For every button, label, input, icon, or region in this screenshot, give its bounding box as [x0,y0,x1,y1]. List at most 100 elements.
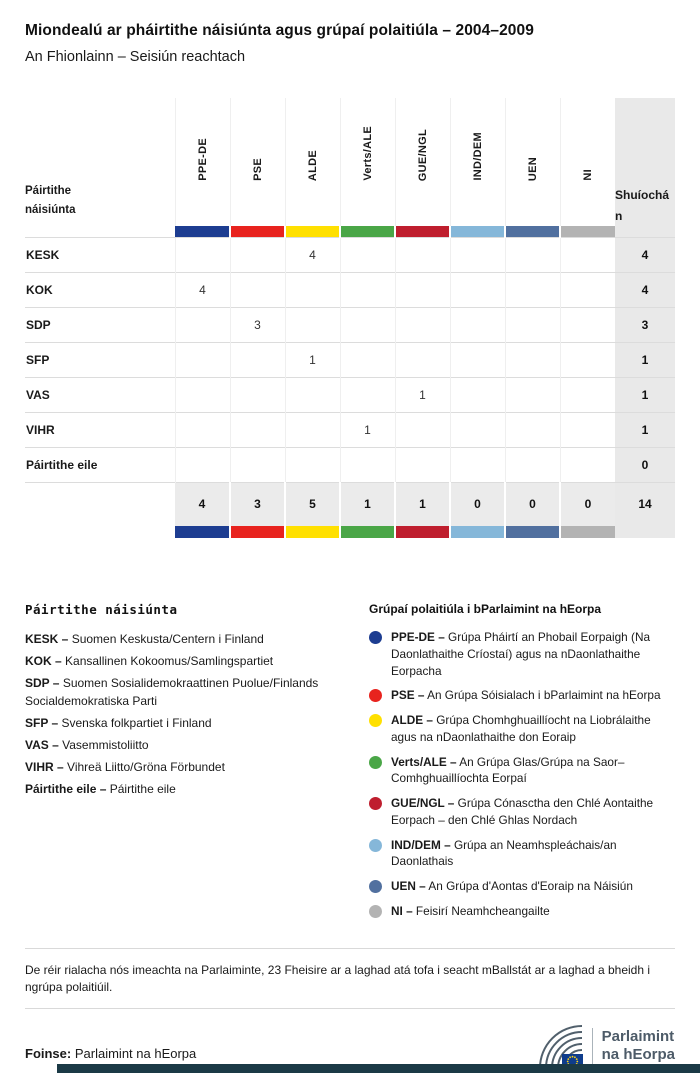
value-cell [284,446,340,482]
column-header-pse: PSE [229,98,285,226]
group-color-bar [284,226,340,237]
column-header-alde: ALDE [284,98,340,226]
source-line: Foinse: Parlaimint na hEorpa [25,1046,196,1071]
group-legend-item: Verts/ALE – An Grúpa Glas/Grúpa na Saor–… [369,754,675,788]
party-name: Páirtithe eile [109,782,176,796]
party-name-cell: KOK [25,271,175,307]
group-legend-item: UEN – An Grúpa d'Aontas d'Eoraip na Náis… [369,878,675,895]
group-name: Grúpa Chomhghuaillíocht na Liobrálaithe … [391,713,651,744]
seats-value-cell: 1 [615,341,675,377]
group-color-bar [339,526,395,538]
seats-value-cell: 0 [615,446,675,482]
column-header-ppe-de: PPE-DE [174,98,230,226]
group-color-bar [175,226,230,237]
value-cell: 1 [284,341,340,377]
group-color-bar [394,226,450,237]
value-cell [504,446,560,482]
party-legend-item: Páirtithe eile – Páirtithe eile [25,780,355,798]
group-color-dot [369,689,382,703]
group-abbr: UEN – [391,879,426,893]
table-row: KOK 4 4 [25,271,675,307]
party-name: Suomen Keskusta/Centern i Finland [71,632,264,646]
column-header-verts-ale: Verts/ALE [339,98,395,226]
value-cell [174,236,230,272]
party-name-cell: VIHR [25,411,175,447]
corner-header: Páirtithe náisiúnta [25,98,175,226]
group-abbr: IND/DEM – [391,837,451,852]
party-name-cell: SDP [25,306,175,342]
party-name-cell: Páirtithe eile [25,446,175,482]
seats-column-spacer [615,526,675,538]
total-value-cell: 0 [559,481,615,526]
party-legend-item: VAS – Vasemmistoliitto [25,736,355,754]
totals-row: 4 3 5 1 1 0 0 0 14 [25,481,675,526]
ep-logo-line1: Parlaimint [601,1028,675,1046]
group-legend-item: PSE – An Grúpa Sóisialach i bParlaimint … [369,687,675,704]
group-color-bar [504,526,560,538]
party-name-cell: KESK [25,236,175,272]
value-cell [339,306,395,342]
value-cell [174,376,230,412]
group-name: An Grúpa Glas/Grúpa na Saor–Comhghuaillí… [391,754,625,786]
legend-parties: Páirtithe náisiúnta KESK – Suomen Keskus… [25,602,355,928]
group-abbr: ALDE – [391,713,433,727]
ep-logo-line2: na hEorpa [601,1046,675,1064]
total-value-cell: 0 [504,481,560,526]
value-cell [449,341,505,377]
group-color-dot [369,880,382,893]
value-cell [339,446,395,482]
column-header-label: NI [581,169,594,181]
group-legend-item: NI – Feisirí Neamhcheangailte [369,903,675,920]
party-name-cell: VAS [25,376,175,412]
table-header-row: Páirtithe náisiúnta PPE-DE PSE ALDE Vert… [25,98,675,226]
total-value-cell: 0 [449,481,505,526]
group-color-bar [229,226,285,237]
column-header-label: PSE [251,158,264,181]
party-abbr: VIHR – [25,760,64,774]
value-cell [449,271,505,307]
column-header-label: GUE/NGL [416,128,429,181]
page-title: Miondealú ar pháirtithe náisiúnta agus g… [25,22,534,39]
seats-value-cell: 4 [615,271,675,307]
value-cell [229,341,285,377]
value-cell [174,306,230,342]
total-value-cell: 1 [339,481,395,526]
value-cell [504,236,560,272]
total-value-cell: 1 [394,481,450,526]
value-cell [559,446,615,482]
group-name: Feisirí Neamhcheangailte [415,903,550,918]
group-abbr: PSE – [391,688,425,703]
value-cell [449,446,505,482]
total-value-cell: 4 [175,481,230,526]
column-header-uen: UEN [504,98,560,226]
value-cell [284,271,340,307]
page-subtitle: An Fhionlainn – Seisiún reachtach [25,49,246,65]
value-cell [559,306,615,342]
group-color-bar [175,526,230,538]
value-cell [394,446,450,482]
group-color-dot [369,838,382,852]
legend-groups-title: Grúpaí polaitiúla i bParlaimint na hEorp… [369,602,602,616]
value-cell [284,376,340,412]
value-cell [174,411,230,447]
value-cell [449,236,505,272]
value-cell [504,306,560,342]
group-abbr: Verts/ALE – [391,754,457,769]
column-header-ind-dem: IND/DEM [449,98,505,226]
value-cell: 3 [229,306,285,342]
legend-section: Páirtithe náisiúnta KESK – Suomen Keskus… [25,602,675,928]
value-cell [229,236,285,272]
value-cell [229,446,285,482]
value-cell [504,376,560,412]
value-cell [504,341,560,377]
group-name: Grúpa an Neamhspleáchais/an Daonlathais [391,837,617,869]
value-cell [229,411,285,447]
group-color-bar-row [25,226,675,237]
group-name: An Grúpa Sóisialach i bParlaimint na hEo… [427,688,661,703]
column-header-label: IND/DEM [471,132,484,181]
group-name: Grúpa Cónasctha den Chlé Aontaithe Eorpa… [391,796,654,827]
value-cell [229,376,285,412]
footnote: De réir rialacha nós imeachta na Parlaim… [25,962,651,994]
seats-column-header: Shuíochán [615,98,675,226]
value-cell [449,376,505,412]
